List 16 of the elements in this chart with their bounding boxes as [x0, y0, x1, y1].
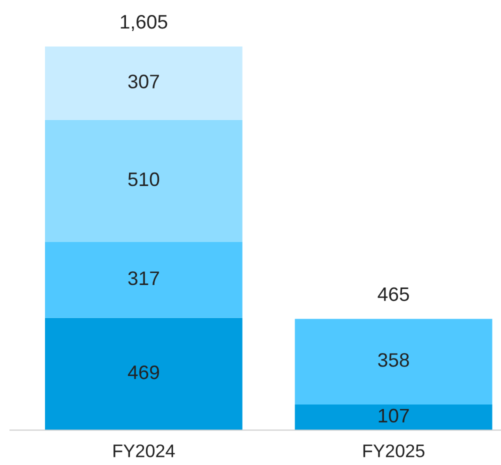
bar — [45, 318, 242, 430]
total-label: 1,605 — [120, 14, 168, 32]
bar — [294, 404, 492, 430]
data-label: 358 — [378, 353, 409, 367]
bar — [45, 46, 242, 120]
data-label: 317 — [128, 271, 159, 286]
x-tick-label: FY2024 — [114, 444, 175, 458]
bar — [294, 318, 492, 405]
total-label: 465 — [378, 287, 409, 302]
x-tick-label: FY2025 — [363, 444, 424, 458]
bar — [45, 120, 242, 242]
data-label: 307 — [128, 74, 159, 88]
data-label: 107 — [378, 408, 409, 423]
data-label: 510 — [128, 172, 160, 186]
data-label: 469 — [128, 365, 159, 380]
bar — [45, 242, 242, 318]
